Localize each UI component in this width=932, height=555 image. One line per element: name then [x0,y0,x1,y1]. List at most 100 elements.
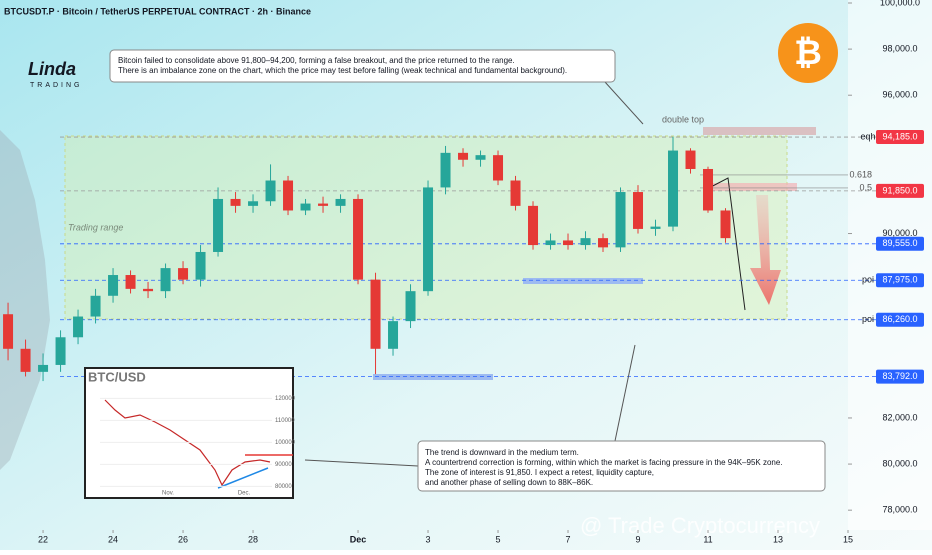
candle-body [580,238,591,246]
candle-body [90,295,101,317]
candle-body [125,275,136,289]
candle-body [475,155,486,160]
candle-body [283,180,294,211]
level-label-bg [876,236,924,251]
candle-body [55,337,66,365]
x-tick-label: 24 [108,534,118,544]
inset-y-label: 120000 [275,396,296,402]
pattern-label: double top [662,114,704,124]
candle-body [563,240,574,246]
x-tick-label: 9 [636,534,641,544]
inset-trend [217,467,269,489]
inset: BTC/USD 120000 110000 100000 90000 80000 Nov.… [84,367,296,499]
candle-body [598,238,609,248]
logo: Linda [28,59,76,79]
note-box [417,440,826,492]
level-label: 89,555.0 [882,238,917,248]
candle-body [493,155,504,181]
inset-price [104,399,271,487]
candle-body [195,251,206,280]
down-arrow [750,195,781,305]
range-label: Trading range [68,222,123,232]
candle-body [650,226,661,229]
x-tick-label: 13 [773,534,783,544]
candle-body [160,268,171,292]
x-tick-label: 26 [178,534,188,544]
note-line: and another phase of selling down to 88K… [425,478,593,487]
candle-body [318,203,329,206]
logo-sub: TRADING [30,82,83,89]
x-tick-label: Dec [350,534,367,544]
x-tick-label: 5 [496,534,501,544]
y-tick-label: 96,000.0 [882,90,917,100]
coin-symbol: ₿ [794,34,822,72]
poi-zone [523,278,643,284]
level-label-bg [876,312,924,327]
inset-title: BTC/USD [88,369,146,384]
volume-profile [0,130,50,470]
y-tick-label: 100,000.0 [880,0,920,7]
note-line: The zone of interest is 91,850. I expect… [425,468,654,477]
inset-x-label: Dec. [238,491,251,497]
x-tick-label: 7 [566,534,571,544]
level-label: 94,185.0 [882,131,917,141]
callout-pointer [604,81,644,125]
y-tick-label: 78,000.0 [882,505,917,515]
y-tick-label: 82,000.0 [882,412,917,422]
candle-body [703,168,714,211]
level-label: 87,975.0 [882,275,917,285]
candle-body [38,364,49,372]
candle-body [388,321,399,349]
candle-body [458,152,469,160]
candle-body [300,203,311,211]
candle-body [20,348,31,372]
candle-body [213,198,224,252]
level-label-bg [876,369,924,384]
fib-label: 0.618 [849,169,872,179]
candle-body [528,205,539,246]
candle-body [510,180,521,206]
candle-body [685,150,696,169]
level-label: 86,260.0 [882,314,917,324]
candle-body [405,291,416,322]
x-tick-label: 3 [426,534,431,544]
level-label: 83,792.0 [882,371,917,381]
note-line: A countertrend correction is forming, wi… [425,458,783,467]
level-label-bg [876,183,924,198]
candle-body [545,240,556,246]
price-axis [848,0,932,530]
candle-body [423,187,434,292]
candle-body [370,279,381,349]
level-label-bg [876,273,924,288]
x-tick-label: 11 [703,534,712,544]
candle-body [248,201,259,206]
callout-pointer [614,344,636,442]
candle-body [720,210,731,239]
candle-body [3,314,14,349]
inset-frame [84,367,294,499]
note-box [109,49,616,83]
level-tag: eqh [860,131,875,141]
x-tick-label: 28 [248,534,258,544]
level-label: 91,850.0 [882,185,917,195]
candle-body [265,180,276,202]
candle-body [143,288,154,292]
note-line: There is an imbalance zone on the chart,… [118,66,567,75]
callout-pointer [304,459,419,467]
inset-y-label: 90000 [275,462,292,468]
x-tick-label: 15 [843,534,853,544]
level-label-bg [876,130,924,145]
inset-axis: 120000 110000 100000 90000 80000 Nov. Dec. [100,396,296,497]
inset-y-label: 100000 [275,440,296,446]
candle-body [335,198,346,206]
y-tick-label: 80,000.0 [882,458,917,468]
y-tick-label: 90,000.0 [882,228,917,238]
candle-body [440,152,451,188]
chart-title: BTCUSDT.P · Bitcoin / TetherUS PERPETUAL… [4,6,311,16]
candle-body [353,198,364,280]
level-tag: poi [862,314,874,324]
eqh-zone [703,127,816,135]
candle-body [108,275,119,296]
